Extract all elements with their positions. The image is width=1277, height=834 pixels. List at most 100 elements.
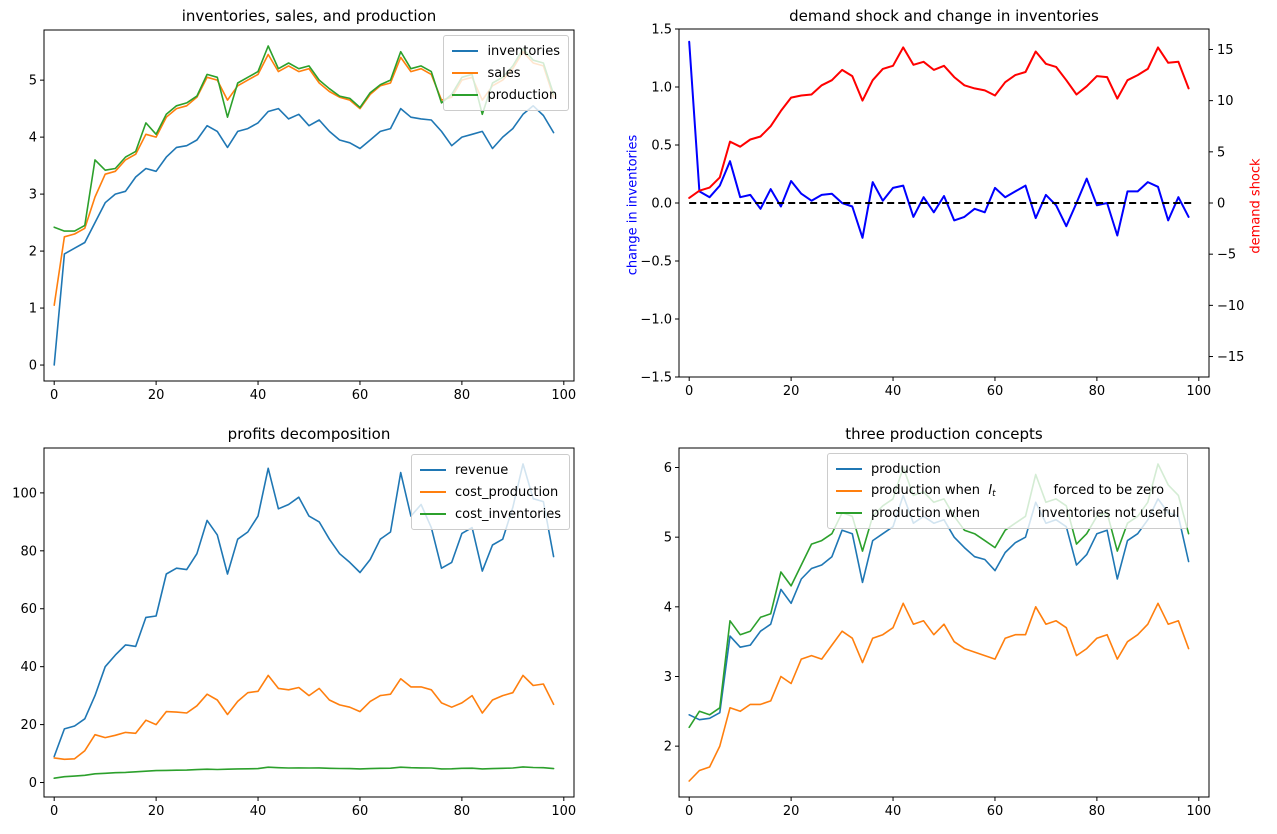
- legend-entry-label: cost_inventories: [454, 506, 561, 522]
- legend-line-sample: [836, 512, 862, 514]
- y-tick-label: 5: [29, 74, 37, 89]
- legend-entry: sales: [452, 62, 560, 84]
- series-line-demand-shock: [688, 46, 1190, 199]
- legend-entry-label: production when It forced to be zero: [871, 483, 1165, 499]
- legend: inventories sales production: [443, 35, 569, 111]
- y-tick-label: 80: [20, 544, 37, 559]
- chart-title-inventories-sales-production: inventories, sales, and production: [181, 7, 437, 25]
- y-right-tick-label: 15: [1217, 43, 1234, 58]
- legend-entry: cost_inventories: [419, 503, 561, 525]
- axes-spine: [678, 447, 1210, 798]
- y-tick-label: 3: [664, 670, 672, 685]
- legend-line-sample: [836, 490, 862, 492]
- series-line-inventories: [53, 105, 555, 366]
- y-tick-label: 4: [664, 600, 672, 615]
- x-tick-label: 100: [551, 804, 576, 819]
- y-tick-label: −1.5: [640, 371, 672, 386]
- x-tick-label: 60: [987, 384, 1004, 399]
- x-tick-label: 40: [250, 804, 267, 819]
- y-tick-label: 100: [12, 486, 37, 501]
- legend-entry: production: [836, 458, 1179, 480]
- x-tick-label: 40: [250, 388, 267, 403]
- x-tick-label: 20: [783, 804, 800, 819]
- y-tick-label: 3: [29, 188, 37, 203]
- legend-entry-label: cost_production: [454, 484, 559, 500]
- x-tick-label: 0: [50, 388, 58, 403]
- x-tick-label: 80: [1089, 804, 1106, 819]
- axis-label-change-in-inventories: change in inventories: [625, 134, 641, 276]
- y-right-tick-label: 5: [1217, 145, 1225, 160]
- legend-entry: production when inventories not useful: [836, 502, 1179, 524]
- series-line-change-in-inventories: [688, 40, 1190, 239]
- chart-title-profits-decomposition: profits decomposition: [227, 425, 391, 443]
- x-tick-label: 60: [352, 388, 369, 403]
- y-tick-label: 1.5: [651, 23, 672, 38]
- y-tick-label: −1.0: [640, 313, 672, 328]
- x-tick-label: 20: [148, 388, 165, 403]
- y-tick-label: 2: [29, 245, 37, 260]
- y-tick-label: 1.0: [651, 81, 672, 96]
- y-right-tick-label: 0: [1217, 197, 1225, 212]
- y-tick-label: 40: [20, 660, 37, 675]
- legend-line-sample: [419, 491, 446, 493]
- axis-label-demand-shock: demand shock: [1248, 158, 1264, 254]
- y-tick-label: 0: [29, 359, 37, 374]
- chart-title-three-production-concepts: three production concepts: [845, 425, 1043, 443]
- legend-entry: production when It forced to be zero: [836, 480, 1179, 502]
- x-tick-label: 60: [987, 804, 1004, 819]
- x-tick-label: 0: [685, 804, 693, 819]
- legend-entry-label: sales: [487, 65, 521, 81]
- y-tick-label: 4: [29, 131, 37, 146]
- series-line-production-when-i-t-forced-to-be-zero: [688, 602, 1190, 782]
- y-tick-label: 0: [29, 776, 37, 791]
- y-tick-label: 1: [29, 302, 37, 317]
- x-tick-label: 40: [885, 804, 902, 819]
- axes-spine: [43, 447, 575, 798]
- x-tick-label: 60: [352, 804, 369, 819]
- y-tick-label: 5: [664, 531, 672, 546]
- legend-entry-label: production: [487, 87, 558, 103]
- y-tick-label: 0.5: [651, 139, 672, 154]
- x-tick-label: 20: [148, 804, 165, 819]
- legend-entry: production: [452, 84, 560, 106]
- y-tick-label: 20: [20, 718, 37, 733]
- y-right-tick-label: −10: [1217, 299, 1244, 314]
- x-tick-label: 0: [50, 804, 58, 819]
- series-line-cost-production: [53, 674, 555, 761]
- legend-line-sample: [452, 72, 479, 74]
- legend-entry-label: production when inventories not useful: [871, 505, 1180, 521]
- y-right-tick-label: −15: [1217, 350, 1244, 365]
- y-tick-label: 6: [664, 461, 672, 476]
- legend-line-sample: [452, 50, 479, 52]
- series-line-production: [688, 494, 1190, 721]
- legend-entry: revenue: [419, 459, 561, 481]
- legend-entry: inventories: [452, 40, 560, 62]
- y-right-tick-label: −5: [1217, 248, 1236, 263]
- legend-line-sample: [836, 468, 862, 470]
- x-tick-label: 100: [1186, 804, 1211, 819]
- legend-line-sample: [419, 513, 446, 515]
- legend-entry: cost_production: [419, 481, 561, 503]
- axes-spine: [43, 29, 575, 382]
- x-tick-label: 20: [783, 384, 800, 399]
- legend-line-sample: [419, 469, 446, 471]
- x-tick-label: 80: [454, 804, 471, 819]
- x-tick-label: 40: [885, 384, 902, 399]
- series-line-cost-inventories: [53, 766, 555, 780]
- y-tick-label: −0.5: [640, 255, 672, 270]
- x-tick-label: 100: [551, 388, 576, 403]
- legend: production production when It forced to b…: [827, 453, 1189, 529]
- y-tick-label: 0.0: [651, 197, 672, 212]
- legend-entry-label: production: [871, 461, 941, 477]
- legend: revenue cost_production cost_inventories: [410, 454, 570, 530]
- x-tick-label: 100: [1186, 384, 1211, 399]
- chart-title-demand-shock-change-inventories: demand shock and change in inventories: [789, 7, 1099, 25]
- legend-entry-label: inventories: [487, 43, 560, 59]
- legend-line-sample: [452, 94, 479, 96]
- legend-entry-label: revenue: [454, 462, 509, 478]
- x-tick-label: 80: [454, 388, 471, 403]
- y-tick-label: 60: [20, 602, 37, 617]
- x-tick-label: 0: [685, 384, 693, 399]
